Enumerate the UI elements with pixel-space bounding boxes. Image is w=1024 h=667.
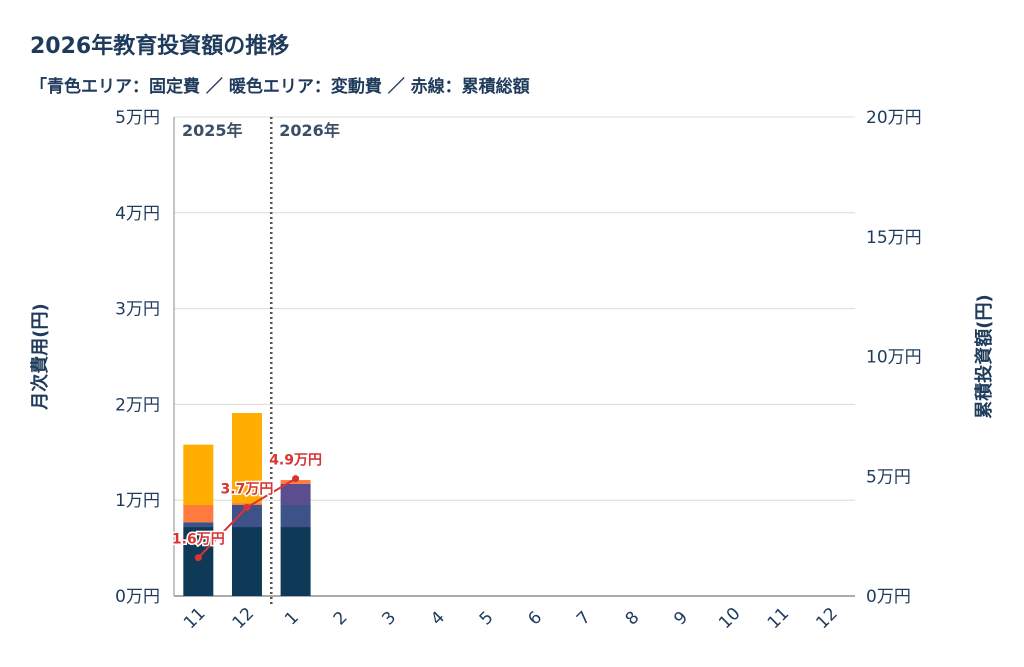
bar-segment [183, 527, 214, 596]
bar-segment [183, 444, 214, 505]
y-tick-left: 3万円 [115, 300, 160, 320]
y-axis-label-right: 累積投資額(円) [973, 294, 995, 418]
y-tick-left: 5万円 [115, 108, 160, 128]
x-tick-label: 2 [330, 608, 352, 630]
x-tick-label: 11 [764, 604, 793, 633]
bar-segment [183, 522, 214, 528]
cumulative-point [243, 503, 251, 511]
x-tick-label: 11 [180, 604, 209, 633]
y-tick-right: 20万円 [866, 108, 922, 128]
bar-segment [231, 413, 262, 504]
x-tick-label: 4 [427, 608, 449, 630]
x-tick-label: 5 [476, 608, 498, 630]
bar-segment [280, 483, 311, 505]
y-tick-left: 1万円 [115, 491, 160, 511]
bar-segment [183, 504, 214, 523]
year-label: 2025年 [182, 121, 243, 140]
bar-segment [231, 527, 262, 596]
cumulative-point [194, 554, 202, 562]
y-axis-label-left: 月次費用(円) [29, 303, 51, 410]
bar-segment [231, 504, 262, 528]
chart-title: 2026年教育投資額の推移 [30, 34, 290, 59]
cumulative-point [292, 475, 300, 483]
x-tick-label: 6 [524, 608, 546, 630]
x-tick-label: 7 [573, 608, 595, 630]
chart-subtitle: 「青色エリア：固定費 ／ 暖色エリア：変動費 ／ 赤線：累積総額 [30, 77, 530, 97]
x-tick-label: 1 [281, 608, 303, 630]
x-tick-label: 10 [715, 604, 744, 633]
y-tick-right: 15万円 [866, 228, 922, 248]
y-tick-left: 4万円 [115, 204, 160, 224]
cumulative-label: 1.6万円 [172, 532, 225, 548]
bar-segment [280, 527, 311, 596]
x-tick-label: 12 [812, 604, 841, 633]
x-tick-label: 8 [622, 608, 644, 630]
y-tick-right: 10万円 [866, 348, 922, 368]
x-tick-label: 12 [229, 604, 258, 633]
bar-segment [280, 504, 311, 528]
y-tick-left: 0万円 [115, 587, 160, 607]
cumulative-label: 4.9万円 [269, 453, 322, 469]
y-tick-left: 2万円 [115, 395, 160, 415]
y-tick-right: 5万円 [866, 467, 911, 487]
cumulative-label: 3.7万円 [221, 481, 274, 497]
year-label: 2026年 [279, 121, 340, 140]
x-tick-label: 9 [670, 608, 692, 630]
x-tick-label: 3 [378, 608, 400, 630]
y-tick-right: 0万円 [866, 587, 911, 607]
